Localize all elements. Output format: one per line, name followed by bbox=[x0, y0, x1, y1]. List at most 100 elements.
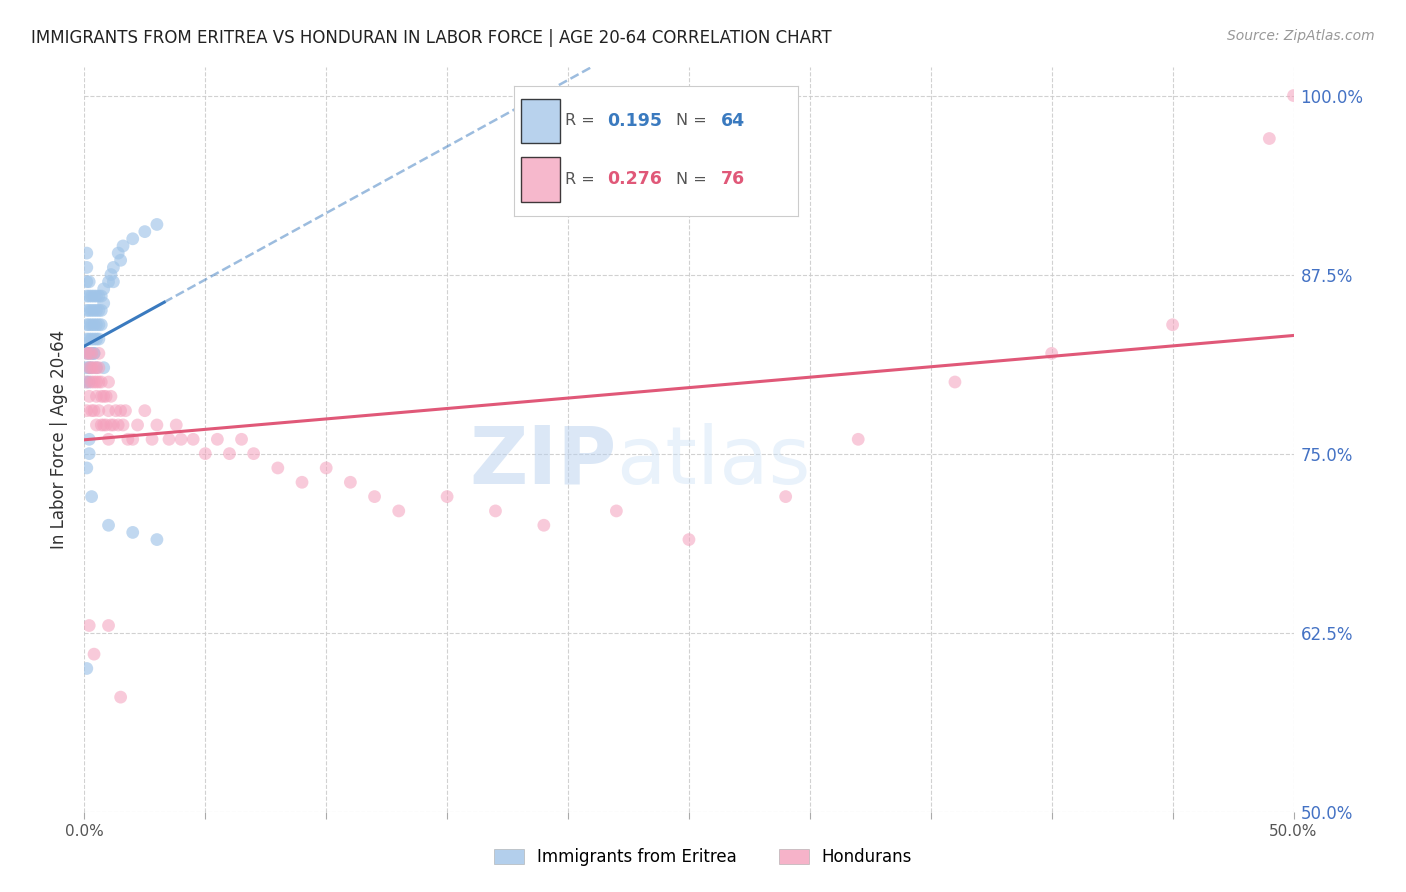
Point bbox=[157, 432, 180, 446]
Point bbox=[77, 360, 100, 375]
Point bbox=[83, 360, 105, 375]
Point bbox=[77, 332, 100, 346]
Point bbox=[267, 461, 290, 475]
Point bbox=[80, 490, 103, 504]
Point bbox=[80, 346, 103, 360]
Point bbox=[436, 490, 458, 504]
Point bbox=[90, 375, 112, 389]
Legend: Immigrants from Eritrea, Hondurans: Immigrants from Eritrea, Hondurans bbox=[486, 842, 920, 873]
Point bbox=[83, 346, 105, 360]
Point bbox=[146, 533, 169, 547]
Point bbox=[87, 289, 110, 303]
Point bbox=[77, 318, 100, 332]
Point bbox=[86, 303, 108, 318]
Point bbox=[93, 282, 115, 296]
Point bbox=[121, 232, 143, 246]
Point bbox=[141, 432, 163, 446]
Point bbox=[86, 417, 108, 432]
Point bbox=[76, 346, 98, 360]
Y-axis label: In Labor Force | Age 20-64: In Labor Force | Age 20-64 bbox=[49, 330, 67, 549]
Point bbox=[1258, 131, 1281, 145]
Point bbox=[86, 360, 108, 375]
Point bbox=[107, 417, 129, 432]
Point bbox=[77, 289, 100, 303]
Point bbox=[80, 346, 103, 360]
Point bbox=[86, 389, 108, 403]
Point bbox=[315, 461, 337, 475]
Point bbox=[87, 375, 110, 389]
Point bbox=[484, 504, 506, 518]
Point bbox=[90, 303, 112, 318]
Point bbox=[90, 417, 112, 432]
Point bbox=[112, 417, 135, 432]
Point bbox=[80, 303, 103, 318]
Point bbox=[134, 403, 156, 417]
Point bbox=[146, 218, 169, 232]
Point bbox=[110, 403, 132, 417]
Point bbox=[363, 490, 385, 504]
Point bbox=[76, 275, 98, 289]
Point bbox=[76, 360, 98, 375]
Point bbox=[194, 447, 217, 461]
Point bbox=[77, 360, 100, 375]
Point bbox=[134, 225, 156, 239]
Point bbox=[76, 461, 98, 475]
Point bbox=[83, 403, 105, 417]
Point bbox=[77, 375, 100, 389]
Point bbox=[76, 375, 98, 389]
Point bbox=[86, 360, 108, 375]
Point bbox=[104, 403, 127, 417]
Point bbox=[121, 525, 143, 540]
Point bbox=[87, 403, 110, 417]
Point bbox=[77, 303, 100, 318]
Point bbox=[83, 318, 105, 332]
Point bbox=[83, 346, 105, 360]
Point bbox=[775, 490, 797, 504]
Point bbox=[218, 447, 240, 461]
Point bbox=[80, 289, 103, 303]
Point bbox=[605, 504, 627, 518]
Point bbox=[231, 432, 253, 446]
Text: ZIP: ZIP bbox=[470, 423, 616, 500]
Point bbox=[339, 475, 361, 490]
Point bbox=[1282, 88, 1305, 103]
Point bbox=[77, 346, 100, 360]
Point bbox=[80, 403, 103, 417]
Point bbox=[80, 375, 103, 389]
Point bbox=[97, 275, 120, 289]
Point bbox=[77, 346, 100, 360]
Point bbox=[83, 289, 105, 303]
Point bbox=[97, 518, 120, 533]
Point bbox=[93, 417, 115, 432]
Point bbox=[181, 432, 204, 446]
Point bbox=[103, 417, 125, 432]
Point bbox=[207, 432, 229, 446]
Point bbox=[76, 346, 98, 360]
Point bbox=[94, 389, 117, 403]
Point bbox=[100, 417, 122, 432]
Point bbox=[97, 403, 120, 417]
Point bbox=[107, 246, 129, 260]
Point bbox=[77, 275, 100, 289]
Point bbox=[117, 432, 139, 446]
Point bbox=[90, 389, 112, 403]
Text: IMMIGRANTS FROM ERITREA VS HONDURAN IN LABOR FORCE | AGE 20-64 CORRELATION CHART: IMMIGRANTS FROM ERITREA VS HONDURAN IN L… bbox=[31, 29, 831, 46]
Point bbox=[80, 360, 103, 375]
Text: atlas: atlas bbox=[616, 423, 811, 500]
Point bbox=[103, 260, 125, 275]
Point bbox=[80, 332, 103, 346]
Text: Source: ZipAtlas.com: Source: ZipAtlas.com bbox=[1227, 29, 1375, 43]
Point bbox=[87, 332, 110, 346]
Point bbox=[97, 432, 120, 446]
Point bbox=[90, 318, 112, 332]
Point bbox=[388, 504, 411, 518]
Point bbox=[76, 318, 98, 332]
Point bbox=[87, 318, 110, 332]
Point bbox=[100, 268, 122, 282]
Point bbox=[76, 289, 98, 303]
Point bbox=[97, 375, 120, 389]
Point bbox=[93, 296, 115, 310]
Point bbox=[76, 246, 98, 260]
Point bbox=[97, 618, 120, 632]
Point bbox=[83, 375, 105, 389]
